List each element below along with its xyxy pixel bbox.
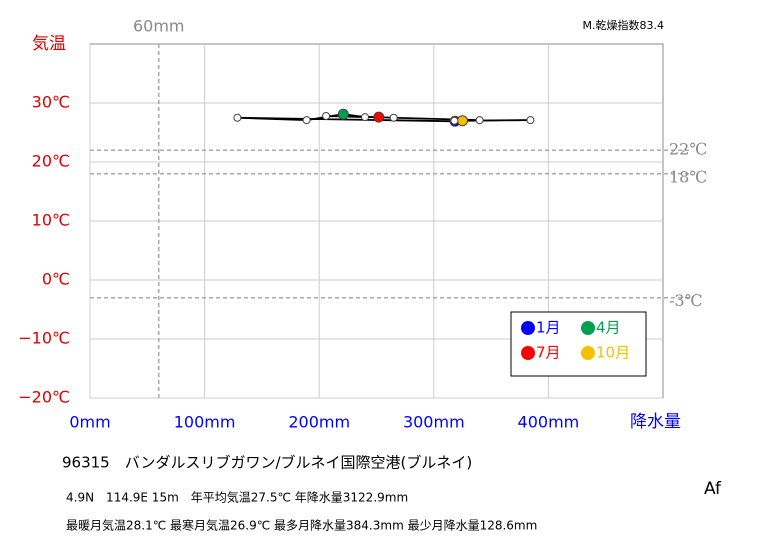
- legend-swatch: [521, 346, 535, 360]
- legend-label: 1月: [536, 319, 561, 337]
- month-point: [373, 111, 385, 123]
- x-tick-label: 100mm: [174, 413, 236, 432]
- y-tick-label: 0℃: [42, 270, 70, 289]
- climate-class: Af: [704, 479, 722, 499]
- x-tick-label: 300mm: [403, 413, 465, 432]
- month-point: [361, 113, 370, 122]
- station-name: 96315 バンダルスリブガワン/ブルネイ国際空港(ブルネイ): [62, 454, 472, 472]
- legend-swatch: [581, 321, 595, 335]
- legend-swatch: [581, 346, 595, 360]
- month-point: [322, 111, 331, 120]
- x-tick-label: 0mm: [69, 413, 110, 432]
- month-point: [302, 116, 311, 125]
- month-point: [475, 116, 484, 125]
- reference-label: 60mm: [133, 17, 185, 36]
- legend-swatch: [521, 321, 535, 335]
- reference-label: -3℃: [669, 291, 702, 310]
- month-point: [389, 113, 398, 122]
- reference-label: 22℃: [669, 140, 707, 159]
- y-tick-label: 10℃: [32, 211, 70, 230]
- month-point: [526, 116, 535, 125]
- legend-label: 4月: [596, 319, 621, 337]
- month-point: [337, 108, 349, 120]
- y-tick-label: −10℃: [18, 329, 70, 348]
- month-point: [456, 115, 468, 127]
- legend-box: [510, 311, 647, 377]
- legend-label: 7月: [536, 344, 561, 362]
- info-line: 4.9N 114.9E 15m 年平均気温27.5℃ 年降水量3122.9mm: [66, 490, 408, 505]
- y-tick-label: 20℃: [32, 152, 70, 171]
- x-title: 降水量: [630, 412, 681, 432]
- legend-label: 10月: [596, 344, 630, 362]
- x-tick-label: 400mm: [518, 413, 580, 432]
- dryness-index: M.乾燥指数83.4: [583, 18, 664, 32]
- reference-label: 18℃: [669, 167, 707, 186]
- info-line: 最暖月気温28.1℃ 最寒月気温26.9℃ 最多月降水量384.3mm 最少月降…: [66, 518, 537, 533]
- y-tick-label: −20℃: [18, 388, 70, 407]
- x-tick-label: 200mm: [288, 413, 350, 432]
- y-tick-label: 30℃: [32, 93, 70, 112]
- month-point: [450, 116, 459, 125]
- month-point: [233, 113, 242, 122]
- y-title: 気温: [32, 34, 66, 54]
